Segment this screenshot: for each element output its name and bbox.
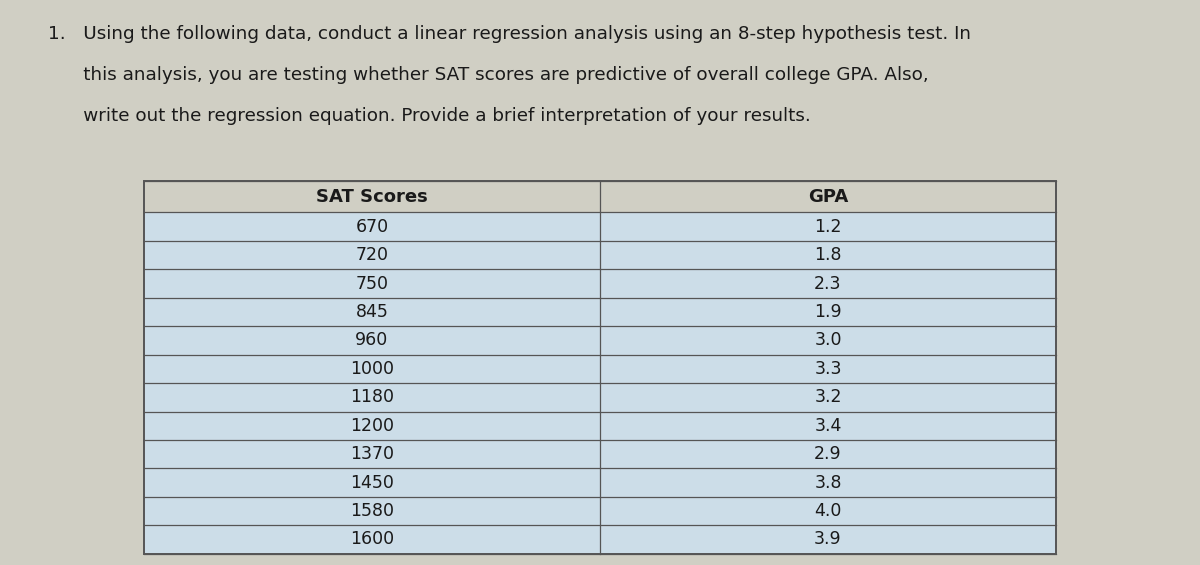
Bar: [144, 525, 1056, 554]
Text: 3.2: 3.2: [815, 388, 841, 406]
Text: 720: 720: [355, 246, 389, 264]
Bar: [144, 241, 1056, 270]
Bar: [144, 181, 1056, 554]
Bar: [144, 411, 1056, 440]
Text: SAT Scores: SAT Scores: [316, 188, 428, 206]
Text: 1.   Using the following data, conduct a linear regression analysis using an 8-s: 1. Using the following data, conduct a l…: [48, 25, 971, 44]
Text: 670: 670: [355, 218, 389, 236]
Text: 1200: 1200: [350, 417, 394, 434]
Bar: [144, 298, 1056, 326]
Text: 2.9: 2.9: [814, 445, 842, 463]
Text: 750: 750: [355, 275, 389, 293]
Text: 4.0: 4.0: [815, 502, 841, 520]
Text: this analysis, you are testing whether SAT scores are predictive of overall coll: this analysis, you are testing whether S…: [48, 66, 929, 84]
Bar: [144, 497, 1056, 525]
Bar: [144, 440, 1056, 468]
Bar: [144, 468, 1056, 497]
Text: 3.3: 3.3: [815, 360, 841, 378]
Bar: [144, 212, 1056, 241]
Text: 1.2: 1.2: [815, 218, 841, 236]
Text: GPA: GPA: [808, 188, 848, 206]
Text: 1600: 1600: [350, 531, 394, 549]
Text: 845: 845: [355, 303, 389, 321]
Text: 1.9: 1.9: [814, 303, 842, 321]
Bar: [144, 355, 1056, 383]
Text: 1370: 1370: [350, 445, 394, 463]
Text: 3.0: 3.0: [815, 332, 841, 349]
Text: write out the regression equation. Provide a brief interpretation of your result: write out the regression equation. Provi…: [48, 107, 811, 125]
Text: 1450: 1450: [350, 473, 394, 492]
Text: 1180: 1180: [350, 388, 394, 406]
Bar: [144, 270, 1056, 298]
Text: 3.9: 3.9: [814, 531, 842, 549]
Text: 1580: 1580: [350, 502, 394, 520]
Text: 960: 960: [355, 332, 389, 349]
Text: 3.8: 3.8: [815, 473, 841, 492]
Bar: [144, 181, 1056, 212]
Bar: [144, 326, 1056, 355]
Text: 1000: 1000: [350, 360, 394, 378]
Text: 1.8: 1.8: [815, 246, 841, 264]
Bar: [144, 383, 1056, 411]
Text: 2.3: 2.3: [815, 275, 841, 293]
Text: 3.4: 3.4: [815, 417, 841, 434]
